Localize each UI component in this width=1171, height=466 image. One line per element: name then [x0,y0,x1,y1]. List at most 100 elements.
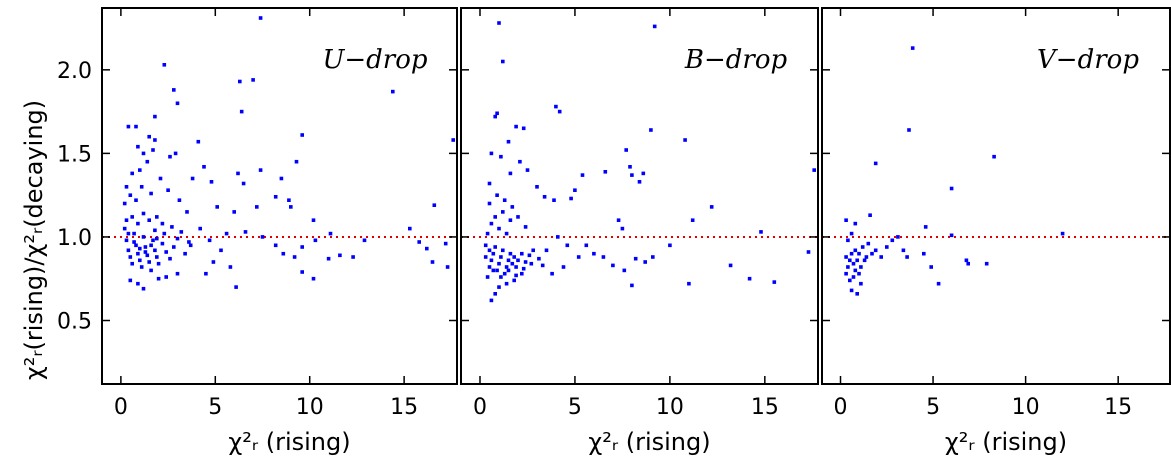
data-point [499,275,503,279]
data-point [521,126,526,131]
data-point [495,111,499,116]
data-point [487,181,492,186]
data-point [294,159,299,164]
data-point [126,231,131,236]
data-point [175,236,180,241]
data-point [300,270,304,274]
data-point [141,211,146,216]
panel-1: 0 5 10 15 0.5 1.0 1.5 2.0 U−drop χ²ᵣ (rising) [57,7,458,456]
data-point [1060,231,1065,236]
data-point [506,258,511,263]
data-point [425,246,429,251]
data-point [637,180,642,184]
data-point [156,276,161,281]
data-point [279,176,284,181]
data-point [202,165,206,169]
data-point [896,235,900,239]
data-point [164,250,168,254]
x-tick-label: 15 [751,395,779,420]
data-point [136,144,140,149]
data-point [489,258,494,263]
panel-title: V−drop [1037,45,1139,75]
data-point [149,243,153,248]
data-point [493,245,497,249]
data-point [391,89,395,94]
data-point [510,205,515,209]
data-point [147,134,151,139]
data-point [136,281,140,286]
data-point [160,241,165,246]
data-point [630,283,634,288]
data-point [542,195,547,199]
data-point [504,281,509,286]
data-point [168,256,172,261]
data-point [124,238,129,243]
data-point [138,168,142,172]
data-point [177,198,182,202]
data-point [870,251,874,256]
data-point [859,281,863,286]
data-point [576,255,581,259]
data-point [812,168,816,172]
data-point [949,186,954,191]
data-point [430,260,435,264]
data-point [211,260,216,264]
data-point [554,104,558,109]
data-point [580,173,585,177]
data-point [139,265,144,269]
data-point [153,114,157,119]
data-point [138,246,142,251]
data-point [508,251,513,256]
data-point [313,238,318,243]
data-point [857,271,861,276]
data-point [491,268,496,273]
data-point [772,280,777,284]
data-point [512,278,516,283]
data-point [848,258,852,263]
data-point [592,251,596,256]
data-point [561,265,566,269]
x-tick-label: 10 [656,395,684,420]
data-point [493,114,497,119]
data-point [362,238,367,243]
data-point [628,165,632,169]
data-point [255,205,259,209]
data-point [128,278,133,283]
data-point [311,276,316,281]
data-point [501,210,505,214]
data-point [485,231,490,236]
data-point [162,231,167,236]
data-point [493,215,497,219]
data-point [747,276,752,281]
data-point [506,268,511,273]
data-point [138,258,142,263]
data-point [209,180,214,184]
data-point [493,292,497,296]
data-point [128,255,133,259]
data-point [851,261,856,266]
data-point [485,275,490,279]
data-point [849,288,854,293]
data-point [234,285,238,289]
data-point [846,265,850,269]
data-point [573,188,577,192]
data-point [122,201,127,206]
data-point [207,238,212,243]
data-point [514,124,518,129]
data-point [175,101,180,106]
data-point [188,243,193,248]
data-point [651,255,655,259]
data-point [141,286,146,291]
data-point [489,151,494,156]
data-point [300,245,304,249]
data-point [535,185,539,189]
data-point [649,128,653,132]
data-point [175,271,180,276]
data-point [624,148,628,152]
panel-title: B−drop [684,45,788,75]
data-point [502,198,507,202]
data-point [491,251,496,256]
data-point [168,154,172,159]
data-point [531,248,535,253]
data-point [124,218,129,222]
